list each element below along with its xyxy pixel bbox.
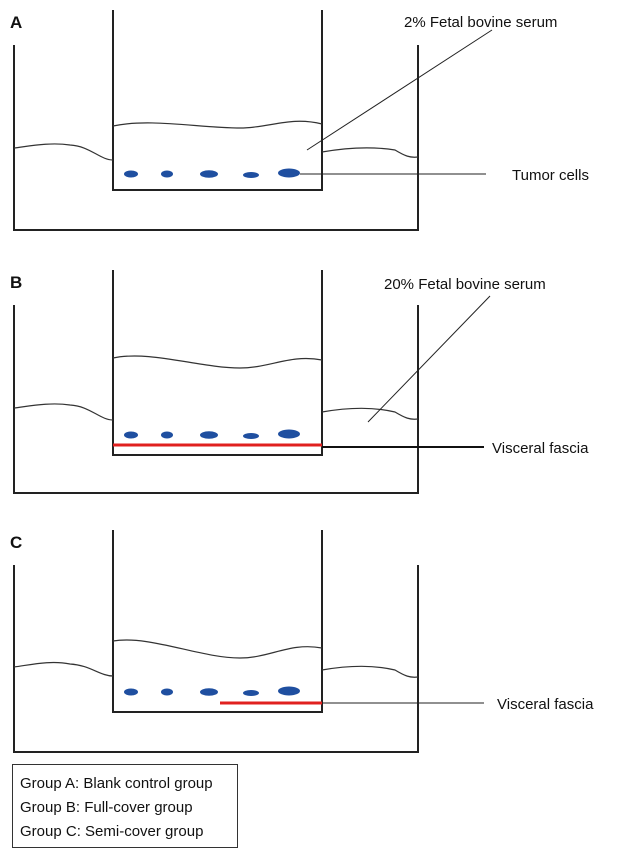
annotation: 20% Fetal bovine serum — [384, 276, 546, 293]
insert — [112, 10, 323, 191]
tumor-cells — [124, 168, 300, 178]
panel-label: B — [10, 273, 22, 292]
insert — [112, 530, 323, 713]
medium-line — [13, 143, 114, 161]
panel-label: A — [10, 13, 22, 32]
medium-line — [321, 147, 419, 158]
panel-b: B 20% Fetal bovine serum Visceral fascia — [10, 270, 589, 494]
tumor-cells — [124, 686, 300, 696]
panel-c: C Visceral fascia — [10, 530, 594, 753]
medium-line — [13, 661, 114, 677]
medium-line — [112, 120, 323, 129]
medium-line — [321, 407, 419, 420]
annotation: 2% Fetal bovine serum — [404, 14, 557, 31]
outer-well — [13, 305, 419, 494]
legend-entry: Group A: Blank control group — [20, 775, 213, 792]
tumor-cells — [124, 429, 300, 439]
medium-line — [13, 403, 114, 421]
insert — [112, 270, 323, 456]
legend: Group A: Blank control group Group B: Fu… — [12, 764, 238, 848]
panel-label: C — [10, 533, 22, 552]
annotation: Visceral fascia — [492, 440, 589, 457]
panel-a: A 2% Fetal bovine serum Tumor cells — [10, 10, 589, 231]
legend-entry: Group B: Full-cover group — [20, 799, 193, 816]
annotation: Tumor cells — [512, 167, 589, 184]
medium-line — [112, 355, 323, 369]
medium-line — [321, 665, 419, 678]
legend-entry: Group C: Semi-cover group — [20, 823, 203, 840]
outer-well — [13, 565, 419, 753]
annotation: Visceral fascia — [497, 696, 594, 713]
outer-well — [13, 45, 419, 231]
leader-line — [306, 29, 493, 151]
medium-line — [112, 639, 323, 659]
leader-line — [367, 295, 491, 423]
